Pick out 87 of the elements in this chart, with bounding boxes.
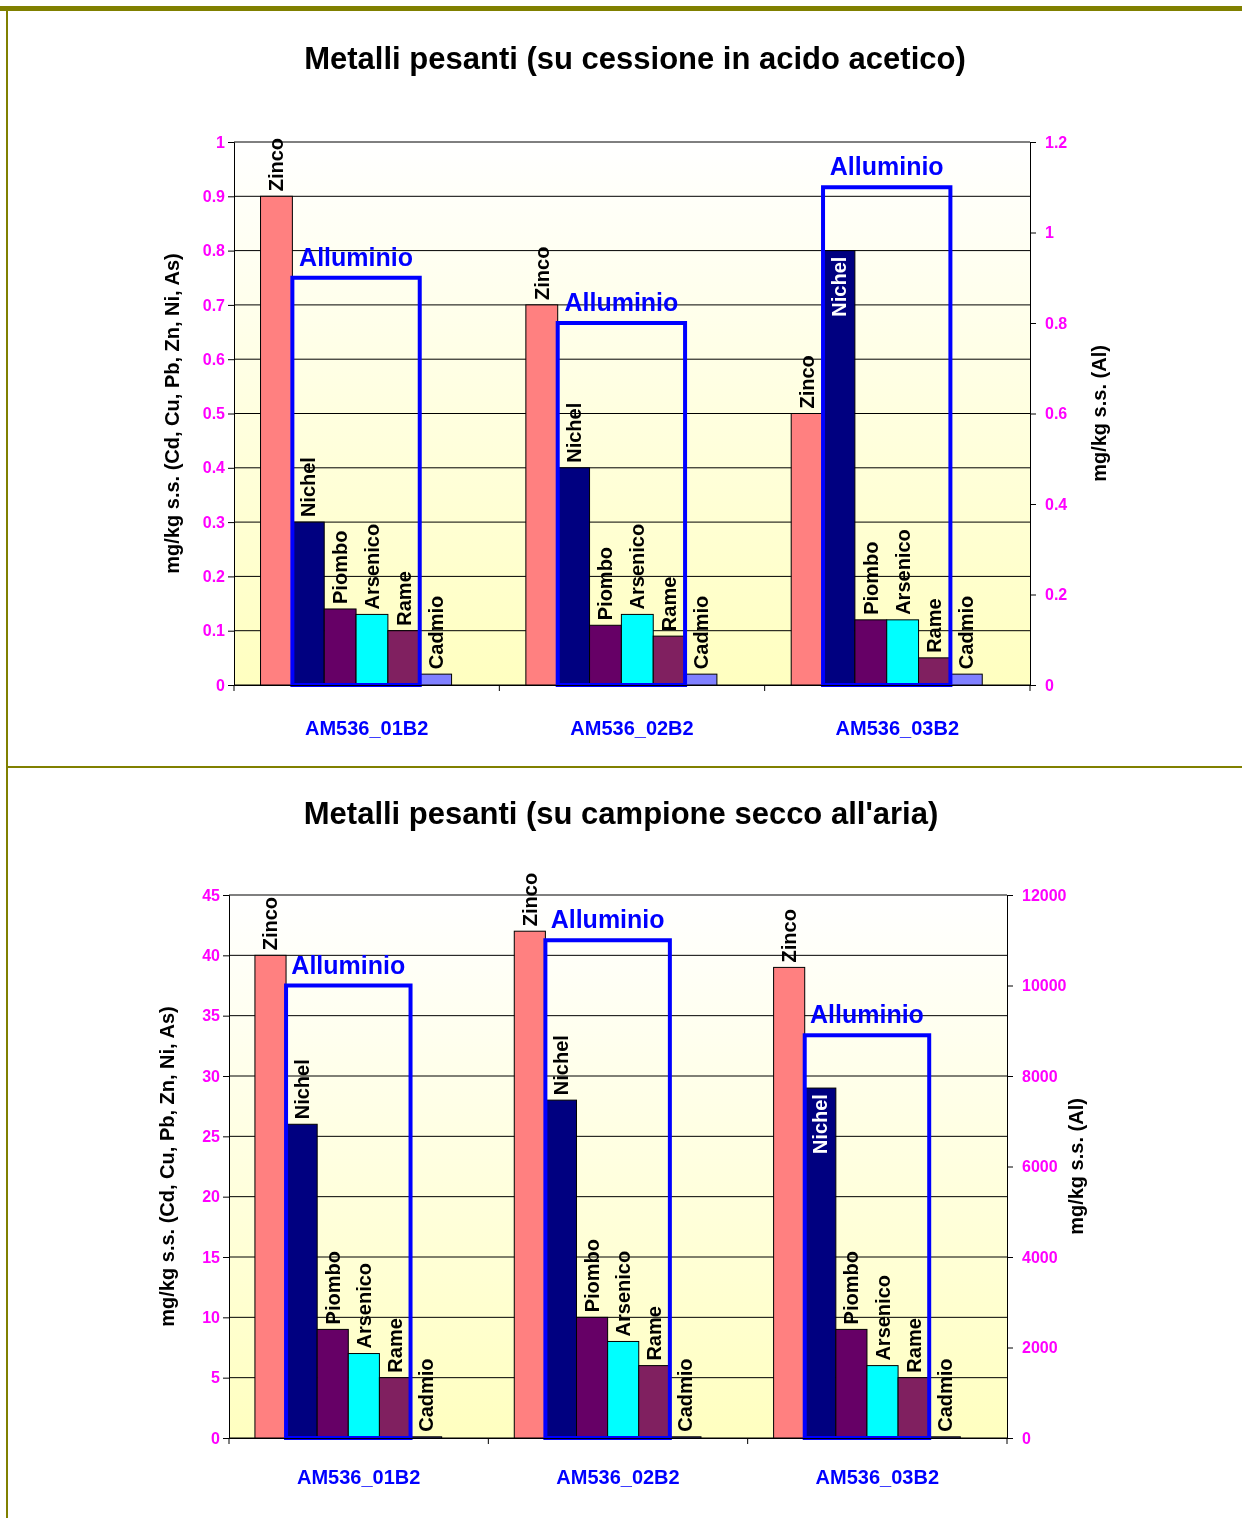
y-tick-label: 0.9: [202, 187, 226, 205]
y2-tick-label: 12000: [1022, 886, 1067, 904]
y2-axis-title: mg/kg s.s. (Al): [1088, 345, 1110, 482]
y-axis-title: mg/kg s.s. (Cd, Cu, Pb, Zn, Ni, As): [156, 1006, 178, 1327]
text: Arsenico: [626, 523, 649, 610]
y-tick-label: 15: [202, 1248, 221, 1266]
y-tick-label: 10: [202, 1308, 221, 1326]
y2-tick-label: 0.2: [1045, 586, 1068, 604]
text: Arsenico: [891, 529, 914, 615]
y-tick-label: 30: [202, 1067, 221, 1085]
y2-tick-label: 1.2: [1045, 133, 1068, 151]
text: Piombo: [321, 1251, 344, 1325]
text: Zinco: [518, 872, 541, 927]
series-label: Alluminio: [299, 242, 413, 271]
text: Rame: [643, 1306, 666, 1361]
y-tick-label: 45: [202, 886, 221, 904]
y-tick-label: 0.1: [202, 622, 226, 640]
text: Cadmio: [689, 595, 712, 670]
text: Zinco: [530, 246, 553, 300]
y-tick-label: 0: [211, 1429, 221, 1447]
y-tick-label: 35: [202, 1007, 221, 1025]
chart-title: Metalli pesanti (su cessione in acido acetico): [304, 41, 966, 76]
text: Alluminio: [829, 152, 944, 181]
y-tick-label: 40: [202, 946, 221, 964]
text: Cadmio: [933, 1358, 956, 1432]
text: Zinco: [259, 896, 282, 951]
y-tick-label: 0.2: [202, 568, 226, 586]
text: Nichel: [549, 1035, 572, 1096]
text: Cadmio: [415, 1358, 438, 1432]
series-label: Nichel: [809, 1094, 832, 1155]
y2-tick-label: 0.8: [1045, 314, 1068, 332]
y2-tick-label: 0: [1045, 676, 1054, 694]
x-tick-label: AM536_03B2: [835, 717, 960, 739]
text: Piombo: [329, 530, 352, 604]
text: Rame: [923, 598, 946, 653]
text: Nichel: [297, 457, 320, 518]
text: Arsenico: [352, 1262, 375, 1349]
text: Zinco: [265, 137, 288, 192]
y-tick-label: 0.7: [202, 296, 226, 314]
chart-title: Metalli pesanti (su campione secco all'aria): [303, 796, 939, 831]
series-label: Alluminio: [291, 950, 406, 979]
y2-tick-label: 10000: [1022, 977, 1067, 995]
text: Alluminio: [550, 905, 665, 934]
y-tick-label: 0.6: [202, 350, 226, 368]
text: Cadmio: [424, 595, 447, 670]
x-tick-label: AM536_03B2: [815, 1466, 940, 1488]
y-axis-title: mg/kg s.s. (Cd, Cu, Pb, Zn, Ni, As): [161, 253, 183, 574]
y-tick-label: 5: [211, 1369, 221, 1387]
text: Piombo: [581, 1238, 604, 1313]
text: Zinco: [796, 355, 819, 409]
y2-tick-label: 0: [1022, 1429, 1031, 1447]
y2-tick-label: 2000: [1022, 1339, 1058, 1357]
y-tick-label: 0.8: [202, 242, 226, 260]
text: Piombo: [859, 541, 882, 615]
text: Cadmio: [674, 1358, 697, 1432]
series-label: Nichel: [827, 256, 850, 317]
x-tick-label: AM536_01B2: [304, 717, 429, 739]
y-tick-label: 0.3: [202, 513, 226, 531]
x-tick-label: AM536_02B2: [556, 1466, 680, 1488]
text: Rame: [658, 576, 681, 632]
text: Cadmio: [955, 595, 978, 670]
y2-tick-label: 0.4: [1045, 495, 1068, 513]
text: Piombo: [594, 546, 617, 621]
text: Arsenico: [360, 523, 383, 610]
x-tick-label: AM536_01B2: [296, 1466, 421, 1488]
y2-tick-label: 4000: [1022, 1248, 1058, 1266]
y2-tick-label: 8000: [1022, 1067, 1058, 1085]
y-tick-label: 0: [216, 676, 226, 694]
y-tick-label: 25: [202, 1127, 221, 1145]
y-tick-label: 20: [202, 1188, 221, 1206]
text: Piombo: [840, 1251, 863, 1325]
text: Nichel: [562, 402, 585, 463]
y2-axis-title: mg/kg s.s. (Al): [1065, 1098, 1087, 1235]
text: Arsenico: [871, 1275, 894, 1361]
text: Arsenico: [612, 1250, 635, 1337]
y2-tick-label: 0.6: [1045, 405, 1068, 423]
y-tick-label: 0.4: [202, 459, 226, 477]
text: Rame: [392, 571, 415, 626]
y-tick-label: 1: [216, 133, 226, 151]
text: Rame: [383, 1318, 406, 1373]
text: Nichel: [290, 1059, 313, 1120]
x-tick-label: AM536_02B2: [570, 717, 694, 739]
y2-tick-label: 6000: [1022, 1158, 1058, 1176]
text: Rame: [902, 1318, 925, 1373]
y2-tick-label: 1: [1045, 224, 1054, 242]
text: Zinco: [778, 909, 801, 963]
y-tick-label: 0.5: [202, 405, 226, 423]
